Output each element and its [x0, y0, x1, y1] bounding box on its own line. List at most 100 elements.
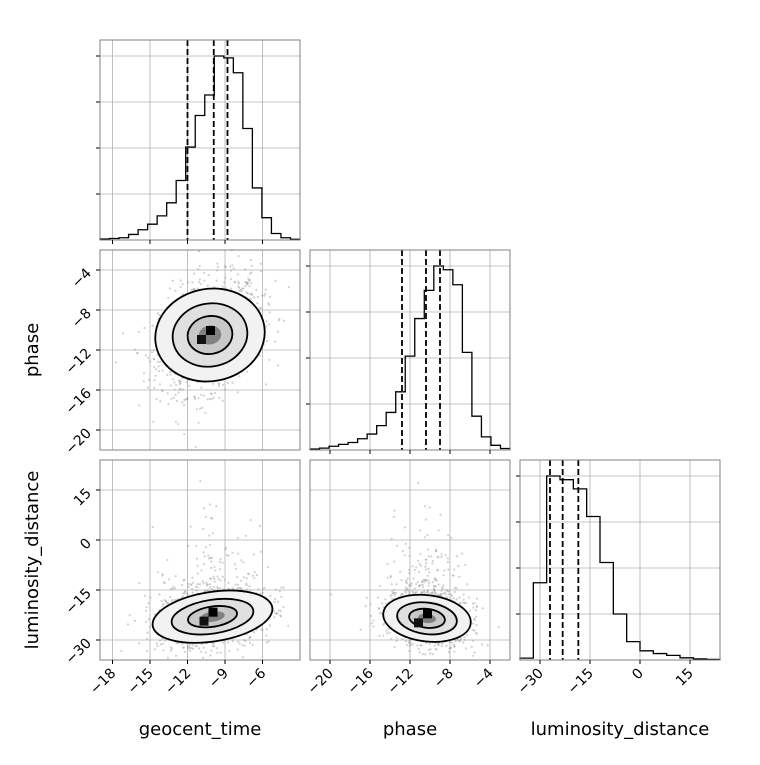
sample-point [428, 643, 431, 646]
sample-point [457, 565, 460, 568]
sample-point [481, 607, 484, 610]
x-axis-label-phase: phase [383, 719, 437, 740]
sample-point [486, 644, 489, 647]
sample-point [426, 589, 429, 592]
sample-point [392, 591, 395, 595]
sample-point [236, 587, 239, 590]
sample-point [439, 594, 442, 597]
sample-point [199, 282, 202, 286]
sample-point [424, 591, 427, 594]
sample-point [171, 279, 174, 282]
sample-point [191, 576, 194, 579]
sample-point [425, 558, 428, 561]
sample-point [237, 255, 240, 258]
sample-point [215, 504, 218, 508]
sample-point [422, 578, 425, 581]
sample-point [400, 579, 403, 582]
sample-point [187, 281, 190, 284]
sample-point [329, 593, 333, 596]
sample-point [473, 618, 476, 622]
sample-point [170, 397, 173, 400]
sample-point [447, 534, 450, 537]
sample-point [166, 656, 170, 660]
sample-point [209, 556, 212, 560]
sample-point [246, 572, 249, 575]
sample-point [240, 559, 243, 562]
sample-point [203, 555, 206, 558]
sample-point [459, 638, 462, 642]
sample-point [174, 393, 177, 397]
sample-point [182, 595, 185, 598]
sample-point [191, 281, 194, 284]
sample-point [452, 643, 455, 647]
sample-point [188, 384, 191, 387]
sample-point [418, 584, 421, 587]
sample-point [276, 612, 279, 616]
sample-point [425, 579, 428, 582]
sample-point [464, 563, 467, 567]
sample-point [386, 632, 389, 635]
sample-point [200, 650, 203, 653]
sample-point [267, 640, 270, 643]
sample-point [497, 626, 500, 629]
sample-point [265, 383, 268, 386]
sample-point [194, 644, 197, 648]
sample-point [258, 354, 261, 357]
sample-point [473, 651, 476, 654]
sample-point [202, 551, 205, 554]
y-tick-label: −15 [63, 586, 95, 618]
sample-point [216, 575, 219, 578]
sample-point [413, 587, 416, 590]
sample-point [219, 579, 222, 582]
sample-point [200, 643, 203, 646]
sample-point [251, 643, 254, 646]
sample-point [152, 420, 155, 423]
sample-point [208, 557, 211, 560]
sample-point [273, 600, 276, 604]
sample-point [182, 646, 185, 649]
sample-point [424, 558, 427, 561]
sample-point [166, 392, 169, 395]
sample-point [204, 515, 207, 518]
sample-point [440, 592, 443, 596]
sample-point [420, 591, 423, 595]
sample-point [421, 583, 424, 587]
sample-point [409, 641, 412, 644]
sample-point [183, 398, 186, 402]
sample-point [202, 394, 206, 397]
sample-point [187, 544, 190, 548]
sample-point [256, 295, 259, 299]
sample-point [261, 591, 265, 594]
sample-point [409, 584, 413, 587]
sample-point [434, 592, 437, 595]
sample-point [203, 271, 206, 274]
sample-point [151, 351, 154, 354]
sample-point [121, 332, 125, 335]
sample-point [203, 589, 207, 593]
x-tick-label: −6 [243, 665, 269, 691]
sample-point [152, 349, 155, 352]
sample-point [146, 631, 149, 634]
sample-point [202, 646, 205, 649]
sample-point [230, 287, 233, 290]
sample-point [190, 288, 193, 291]
sample-point [447, 568, 450, 571]
sample-point [212, 645, 216, 648]
sample-point [392, 515, 395, 518]
sample-point [179, 381, 182, 385]
sample-point [145, 620, 148, 624]
y-tick-label: 15 [71, 486, 95, 510]
y-tick-label: −20 [63, 426, 95, 458]
sample-point [237, 285, 240, 288]
sample-point [261, 294, 264, 297]
sample-point [265, 339, 269, 343]
sample-point [395, 544, 399, 547]
sample-point [238, 286, 241, 289]
sample-point [178, 380, 181, 383]
sample-point [267, 323, 270, 326]
sample-point [155, 642, 158, 645]
sample-point [424, 505, 427, 508]
sample-point [450, 593, 453, 596]
sample-point [148, 378, 151, 382]
sample-point [248, 272, 252, 275]
